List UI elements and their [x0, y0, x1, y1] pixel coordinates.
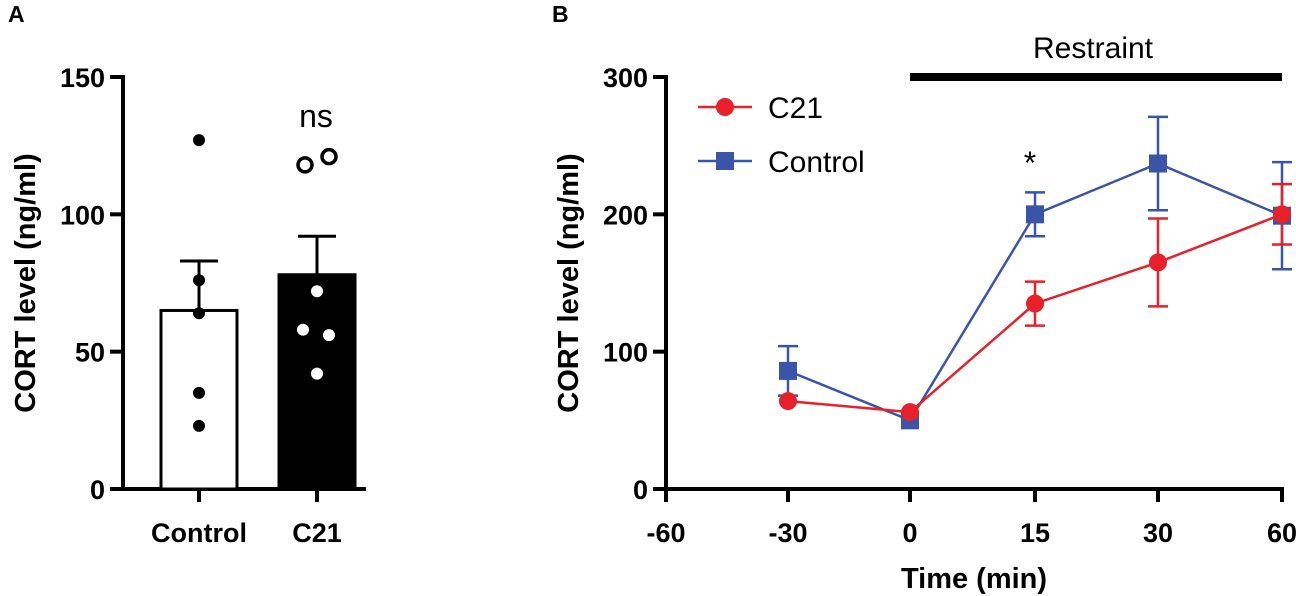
panel-b-y-tick-label: 100 — [603, 338, 648, 368]
panel-b-x-tick-label: -60 — [646, 518, 685, 548]
data-point-control — [193, 386, 205, 399]
panel-b-x-tick-label: 60 — [1267, 518, 1296, 548]
legend-marker-control — [716, 152, 734, 170]
restraint-label: Restraint — [1033, 32, 1154, 65]
data-point-c21 — [323, 329, 335, 342]
panel-b-x-axis-title: Time (min) — [901, 563, 1047, 595]
panel-label-b: B — [552, 1, 569, 27]
panel-a-x-tick-label: Control — [151, 518, 247, 548]
data-point-control — [1149, 154, 1167, 173]
data-point-control — [193, 274, 205, 287]
panel-a-y-tick-label: 0 — [90, 475, 105, 505]
panel-b-y-tick-label: 200 — [603, 200, 648, 230]
data-point-control — [193, 419, 205, 432]
data-point-control — [1026, 205, 1044, 224]
panel-a-y-tick-label: 100 — [60, 200, 105, 230]
panel-a-y-tick-label: 150 — [60, 63, 105, 93]
legend-label-control: Control — [768, 146, 865, 179]
panel-b-x-tick-label: 0 — [902, 518, 917, 548]
panel-a-x-tick-label: C21 — [292, 518, 342, 548]
data-point-control — [193, 134, 205, 147]
panel-a-y-tick-label: 50 — [75, 338, 105, 368]
panel-label-a: A — [8, 1, 25, 27]
legend-marker-c21 — [716, 98, 734, 116]
data-point-c21 — [297, 323, 309, 336]
legend-label-c21: C21 — [768, 92, 823, 125]
outlier-point-c21 — [320, 147, 338, 166]
panel-b-x-tick-label: 30 — [1143, 518, 1173, 548]
data-point-c21 — [901, 403, 919, 422]
panel-b-y-axis-title: CORT level (ng/ml) — [553, 153, 585, 412]
outlier-point-c21 — [296, 156, 314, 174]
significance-label-ns: ns — [299, 98, 333, 134]
data-point-c21 — [779, 392, 797, 411]
data-point-c21 — [311, 367, 323, 380]
bar-control — [159, 308, 239, 491]
significance-asterisk: * — [1024, 145, 1036, 181]
bar-c21 — [277, 273, 357, 491]
panel-b-x-tick-label: -30 — [768, 518, 807, 548]
panel-a-y-axis-title: CORT level (ng/ml) — [10, 153, 42, 412]
data-point-c21 — [1149, 253, 1167, 272]
data-point-control — [779, 361, 797, 380]
data-point-c21 — [1273, 205, 1291, 224]
panel-b-x-tick-label: 15 — [1020, 518, 1050, 548]
data-point-control — [193, 307, 205, 320]
panel-b-y-tick-label: 0 — [633, 475, 648, 505]
data-point-c21 — [1026, 294, 1044, 313]
data-point-c21 — [311, 285, 323, 298]
panel-b-y-tick-label: 300 — [603, 63, 648, 93]
